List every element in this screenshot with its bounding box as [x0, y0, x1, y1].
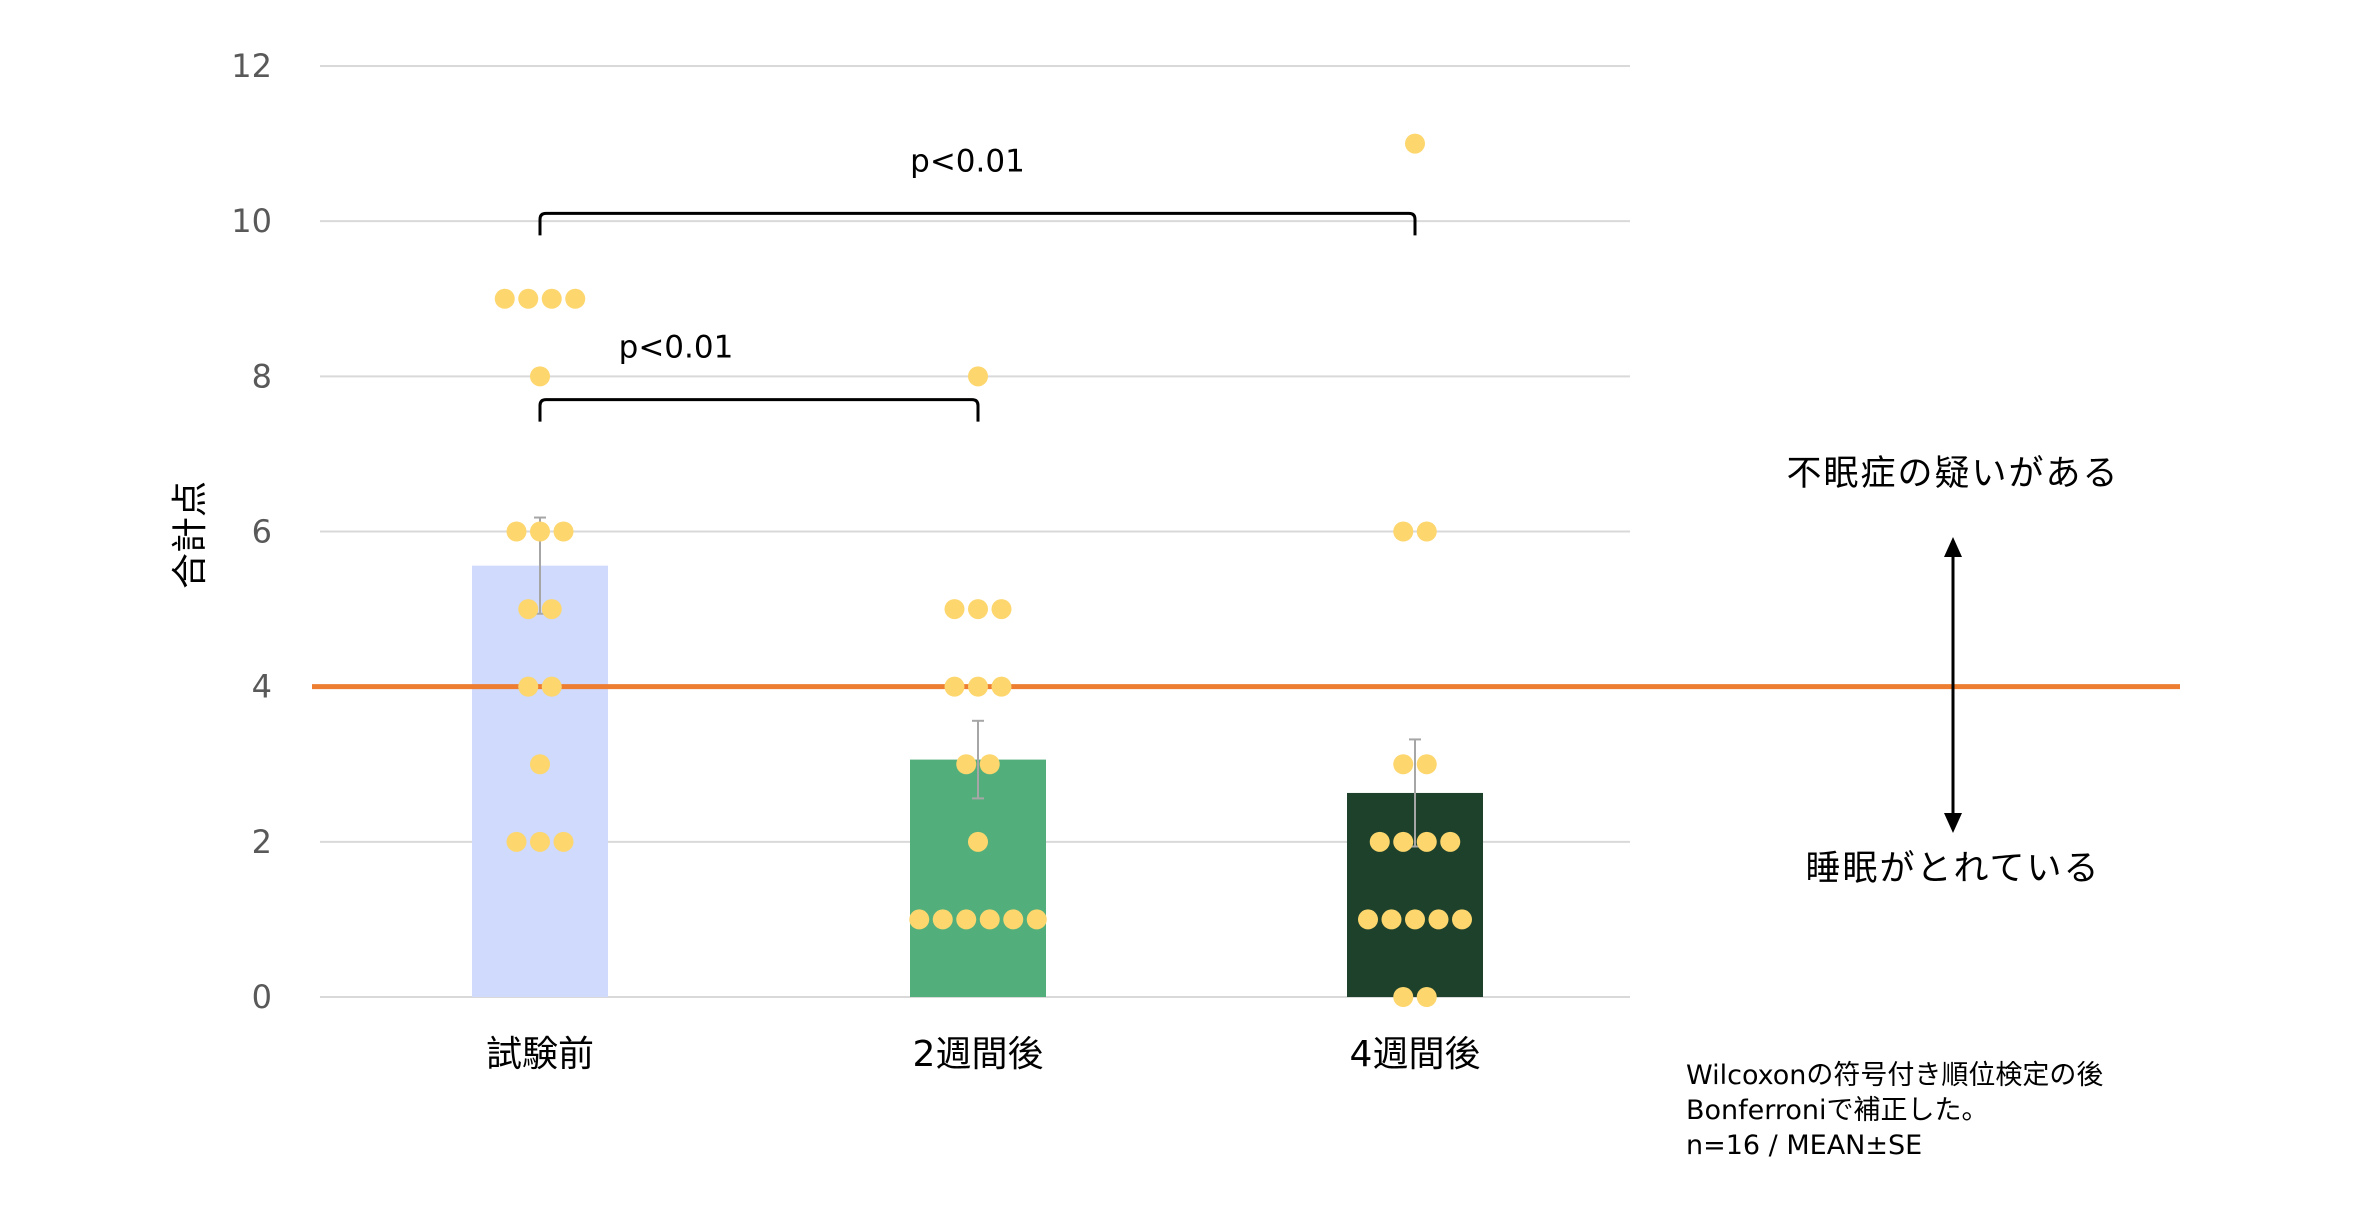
data-point — [979, 909, 1000, 930]
data-point — [1416, 987, 1437, 1007]
note-line-2: Bonferroniで補正した。 — [1686, 1095, 1989, 1126]
significance-label: p<0.01 — [619, 330, 734, 366]
data-point — [1452, 909, 1472, 930]
data-point — [1440, 831, 1461, 852]
data-point — [530, 366, 550, 387]
data-point — [1416, 754, 1437, 775]
data-point — [1393, 521, 1414, 542]
y-tick-label: 12 — [231, 47, 272, 85]
y-tick-label: 10 — [231, 202, 272, 240]
data-point — [541, 599, 562, 620]
data-point — [506, 831, 527, 852]
data-point — [979, 754, 1000, 775]
significance-bracket: p<0.01 — [538, 143, 1417, 236]
data-point — [1393, 831, 1414, 852]
y-axis-ticks: 0 2 4 6 8 10 12 — [231, 47, 272, 1016]
data-point — [530, 754, 550, 775]
data-point — [530, 521, 550, 542]
data-point — [1381, 909, 1402, 930]
data-point — [956, 754, 977, 775]
data-point — [1416, 831, 1437, 852]
x-category-label: 試験前 — [486, 1034, 594, 1075]
data-point — [553, 831, 574, 852]
data-point — [1416, 521, 1437, 542]
data-point — [909, 909, 930, 930]
data-point — [1393, 987, 1414, 1007]
note-line-1: Wilcoxonの符号付き順位検定の後 — [1686, 1060, 2104, 1091]
data-point — [541, 676, 562, 697]
data-point — [1428, 909, 1449, 930]
data-point — [1369, 831, 1390, 852]
significance-bracket: p<0.01 — [538, 330, 980, 422]
data-point — [1405, 909, 1425, 930]
data-point — [968, 599, 988, 620]
data-point — [968, 676, 988, 697]
y-tick-label: 4 — [252, 668, 272, 706]
data-point — [1393, 754, 1414, 775]
x-axis-categories: 試験前 2週間後 4週間後 — [486, 1034, 1480, 1075]
data-point — [518, 288, 539, 309]
annotation-above: 不眠症の疑いがある — [1786, 454, 2119, 494]
y-tick-label: 0 — [252, 978, 272, 1016]
y-tick-label: 2 — [252, 823, 272, 861]
data-point — [1026, 909, 1047, 930]
data-point — [1405, 133, 1425, 154]
data-point — [553, 521, 574, 542]
annotation-below: 睡眠がとれている — [1806, 849, 2101, 889]
error-bar — [972, 719, 984, 800]
y-axis-label: 合計点 — [170, 481, 211, 589]
data-point — [968, 831, 988, 852]
data-point — [991, 676, 1012, 697]
data-point — [530, 831, 550, 852]
data-point — [494, 288, 515, 309]
data-point — [944, 599, 965, 620]
data-point — [968, 366, 988, 387]
data-point — [991, 599, 1012, 620]
x-category-label: 4週間後 — [1350, 1034, 1481, 1075]
note-line-3: n=16 / MEAN±SE — [1686, 1130, 1923, 1161]
bar — [472, 565, 608, 997]
data-point — [565, 288, 586, 309]
data-point — [1003, 909, 1024, 930]
data-point — [506, 521, 527, 542]
data-point — [944, 676, 965, 697]
x-category-label: 2週間後 — [913, 1034, 1044, 1075]
data-points — [494, 133, 1472, 1007]
range-arrow — [1944, 537, 1962, 833]
y-tick-label: 6 — [252, 513, 272, 551]
y-tick-label: 8 — [252, 357, 272, 395]
data-point — [541, 288, 562, 309]
data-point — [932, 909, 953, 930]
significance-label: p<0.01 — [910, 143, 1025, 179]
data-point — [1358, 909, 1378, 930]
data-point — [956, 909, 977, 930]
method-note: Wilcoxonの符号付き順位検定の後 Bonferroniで補正した。 n=1… — [1686, 1058, 2103, 1163]
data-point — [518, 599, 539, 620]
significance-brackets: p<0.01 p<0.01 — [538, 143, 1417, 422]
data-point — [518, 676, 539, 697]
